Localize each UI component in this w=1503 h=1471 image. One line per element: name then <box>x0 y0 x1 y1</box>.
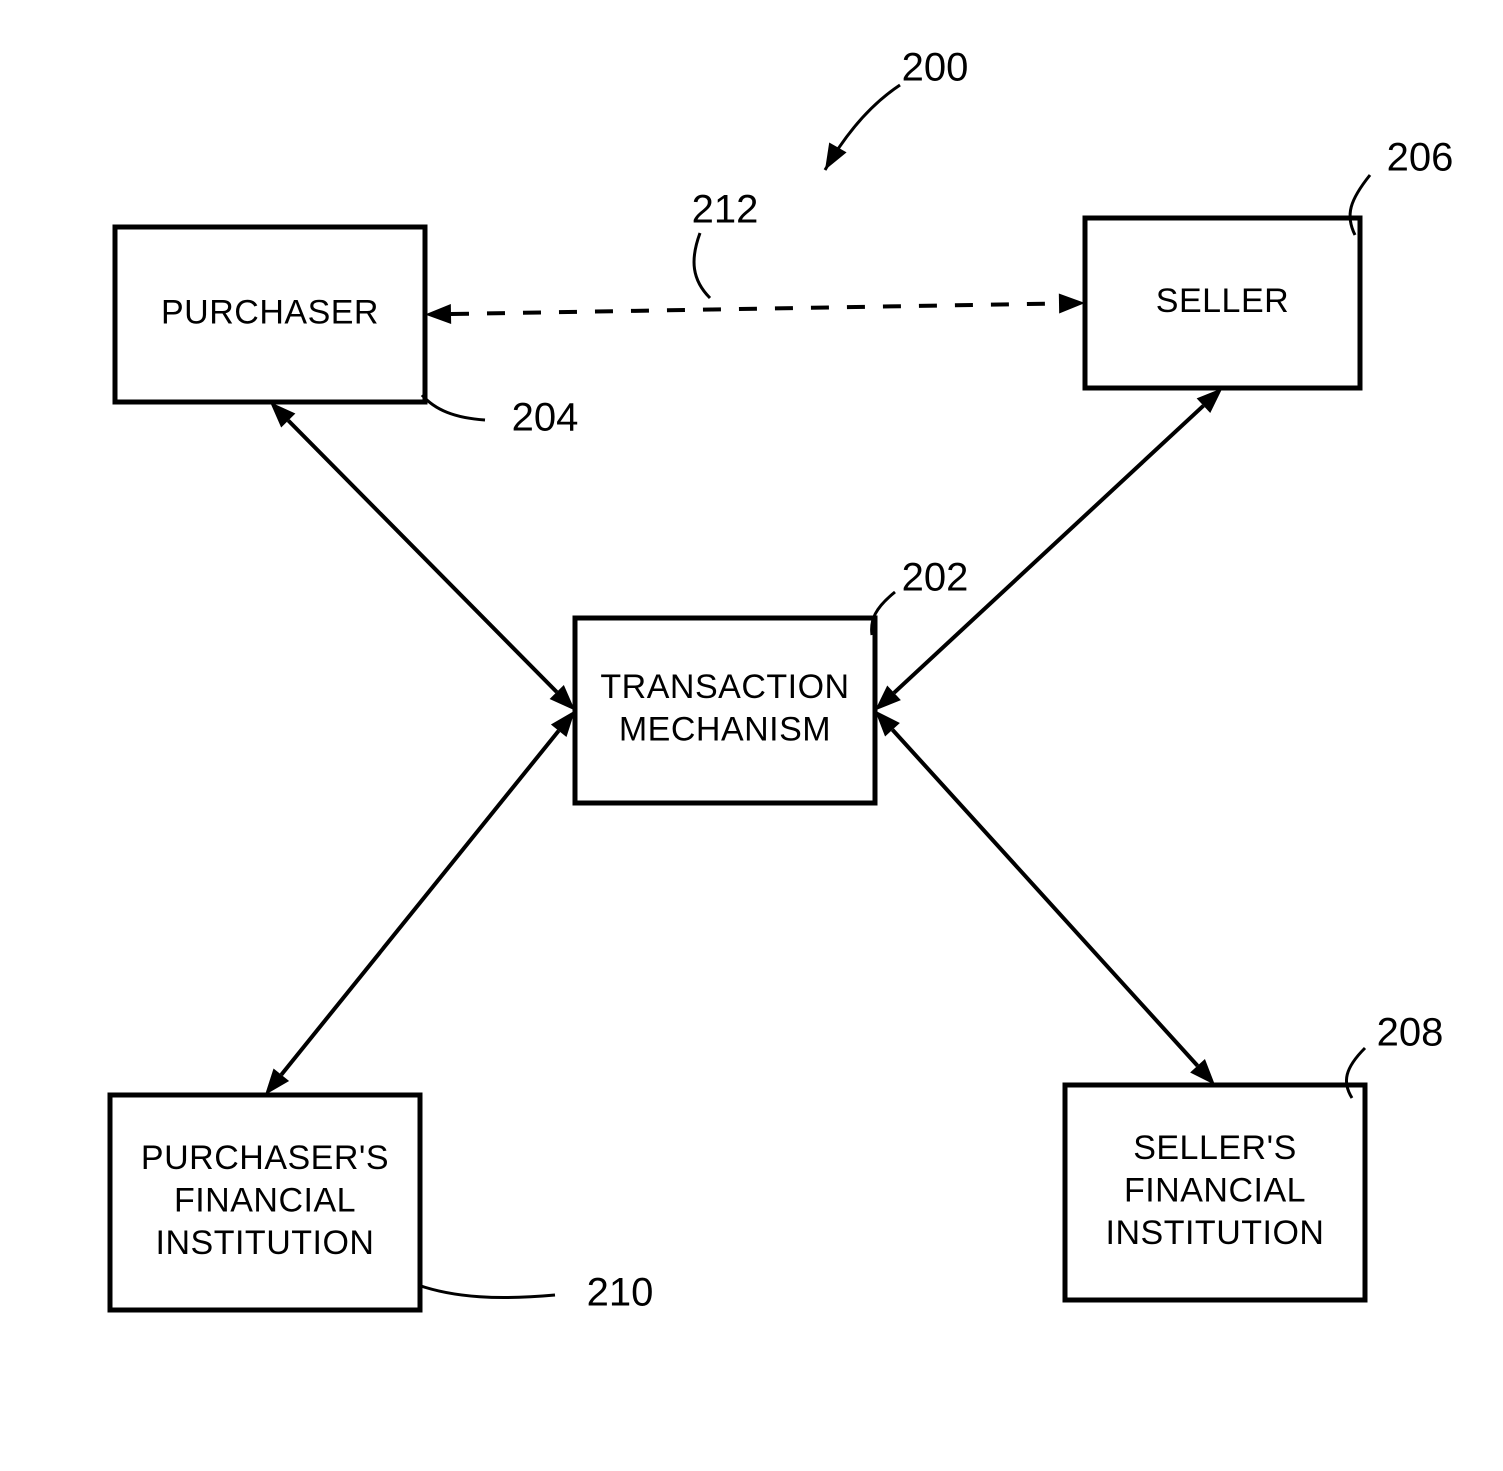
node-transaction-label-0: TRANSACTION <box>600 668 849 706</box>
node-seller: SELLER <box>1085 218 1360 388</box>
edge-purchaser-seller <box>425 293 1085 324</box>
edge-purchaser-transaction <box>270 402 575 711</box>
ref-label-204: 204 <box>422 395 578 440</box>
node-purchaser-label-0: PURCHASER <box>161 293 379 331</box>
ref-number-210: 210 <box>587 1271 654 1315</box>
edge-seller-transaction <box>875 388 1223 711</box>
ref-label-202: 202 <box>872 556 969 635</box>
node-pfi: PURCHASER'S FINANCIAL INSTITUTION <box>110 1095 420 1310</box>
transaction-flow-diagram: PURCHASER SELLER TRANSACTION MECHANISM PURCH… <box>0 0 1503 1471</box>
ref-number-212: 212 <box>692 188 759 232</box>
ref-label-200: 200 <box>825 46 968 170</box>
node-purchaser: PURCHASER <box>115 227 425 402</box>
node-sfi-label-2: INSTITUTION <box>1106 1214 1325 1252</box>
ref-number-208: 208 <box>1377 1011 1444 1055</box>
ref-number-204: 204 <box>512 396 579 440</box>
ref-label-212: 212 <box>692 188 759 298</box>
ref-number-206: 206 <box>1387 136 1454 180</box>
node-pfi-label-0: PURCHASER'S <box>141 1139 389 1177</box>
edge-transaction-pfi <box>265 711 575 1096</box>
node-transaction: TRANSACTION MECHANISM <box>575 618 875 803</box>
ref-label-210: 210 <box>418 1271 653 1315</box>
node-transaction-label-1: MECHANISM <box>619 711 831 749</box>
ref-number-200: 200 <box>902 46 969 90</box>
edge-transaction-sfi <box>875 711 1215 1086</box>
node-pfi-label-2: INSTITUTION <box>156 1224 375 1262</box>
node-sfi: SELLER'S FINANCIAL INSTITUTION <box>1065 1085 1365 1300</box>
ref-label-206: 206 <box>1350 136 1453 235</box>
nodes-layer: PURCHASER SELLER TRANSACTION MECHANISM PURCH… <box>110 218 1365 1310</box>
node-pfi-label-1: FINANCIAL <box>174 1181 356 1219</box>
node-sfi-label-1: FINANCIAL <box>1124 1171 1306 1209</box>
node-sfi-label-0: SELLER'S <box>1133 1129 1297 1167</box>
ref-number-202: 202 <box>902 556 969 600</box>
node-seller-label-0: SELLER <box>1156 282 1289 320</box>
